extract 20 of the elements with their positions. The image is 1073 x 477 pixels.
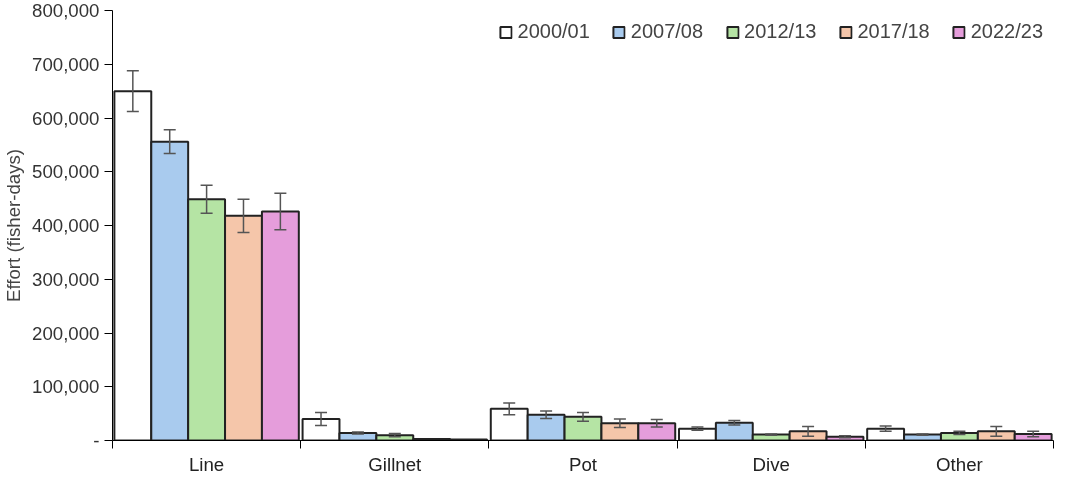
- y-tick-label: 700,000: [32, 53, 100, 75]
- y-tick-label: -: [93, 430, 100, 451]
- legend-label: 2007/08: [630, 20, 704, 43]
- legend-label: 2017/18: [857, 20, 930, 43]
- x-tick-label: Other: [936, 453, 983, 475]
- x-tick-label: Dive: [752, 453, 790, 475]
- legend-label: 2022/23: [970, 20, 1043, 43]
- y-tick-label: 100,000: [32, 376, 100, 398]
- x-tick-label: Pot: [569, 453, 598, 475]
- x-tick-label: Gillnet: [368, 453, 423, 475]
- y-tick-label: 400,000: [32, 215, 100, 236]
- x-tick-label: Line: [188, 453, 225, 475]
- y-tick-label: 800,000: [32, 0, 100, 21]
- y-axis-title: Effort (fisher-days): [3, 148, 25, 303]
- y-tick-label: 300,000: [32, 268, 100, 290]
- legend-label: 2012/13: [744, 20, 817, 43]
- y-tick-label: 500,000: [32, 161, 100, 183]
- legend-label: 2000/01: [517, 20, 590, 43]
- y-tick-label: 600,000: [32, 107, 100, 129]
- y-tick-label: 200,000: [32, 322, 100, 344]
